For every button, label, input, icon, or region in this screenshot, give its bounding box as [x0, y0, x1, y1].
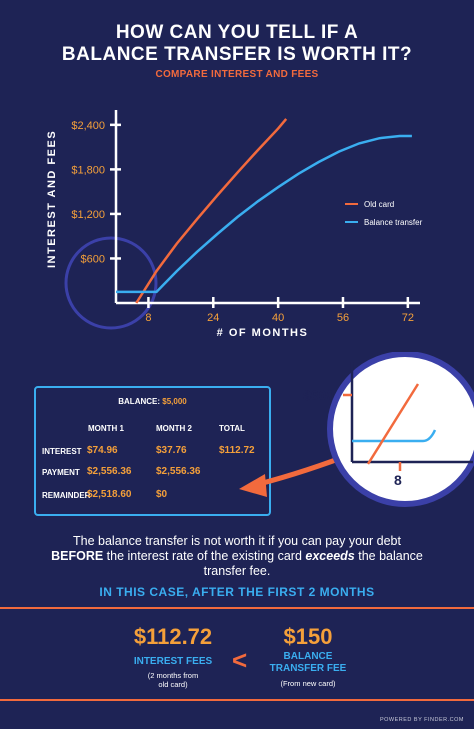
column-header: MONTH 1: [88, 424, 124, 433]
row-label: PAYMENT: [42, 468, 80, 477]
balance-label: BALANCE:: [118, 397, 161, 406]
row-label: REMAINDER: [42, 491, 91, 500]
highlight-circle: [64, 236, 158, 330]
y-tick-label: $1,800: [71, 164, 105, 176]
arrow-head-icon: [239, 474, 267, 497]
table-cell: $112.72: [219, 445, 255, 456]
explanation-line-2-end: the balance: [354, 549, 423, 563]
explanation-before: BEFORE: [51, 549, 104, 563]
title-line-1: HOW CAN YOU TELL IF A: [115, 22, 359, 43]
explanation-text: The balance transfer is not worth it if …: [30, 534, 444, 579]
transfer-fee-note: (From new card): [280, 679, 336, 688]
legend-label-old-card: Old card: [364, 200, 394, 209]
transfer-fee-label-1: BALANCE: [283, 651, 333, 662]
case-heading: IN THIS CASE, AFTER THE FIRST 2 MONTHS: [99, 585, 375, 599]
x-tick-label: 24: [207, 312, 219, 324]
title-line-2: BALANCE TRANSFER IS WORTH IT?: [61, 44, 413, 65]
zoom-circle: [327, 352, 474, 507]
x-tick-label: 8: [145, 312, 151, 324]
zoom-line-old-card: [366, 383, 420, 465]
x-tick-label: 40: [272, 312, 284, 324]
x-axis-label: # OF MONTHS: [216, 327, 309, 339]
column-header: MONTH 2: [156, 424, 192, 433]
table-cell: $2,556.36: [87, 466, 132, 477]
y-tick-label: $600: [81, 253, 105, 265]
zoom-line-balance-transfer: [352, 429, 437, 443]
explanation-line-3: transfer fee.: [203, 564, 271, 578]
interest-fees-value: $112.72: [133, 624, 213, 649]
explanation-exceeds: exceeds: [305, 549, 355, 563]
y-tick-label: $2,400: [71, 120, 105, 132]
powered-by: POWERED BY FINDER.COM: [379, 717, 464, 723]
x-tick-label: 72: [402, 312, 414, 324]
interest-fees-note-2: old card): [158, 680, 188, 689]
zoom-inset: $600 8: [239, 352, 474, 507]
series-line-old-card: [135, 118, 288, 304]
interest-fees-note-1: (2 months from: [147, 671, 199, 680]
explanation-line-2: the interest rate of the existing card: [103, 549, 306, 563]
legend-label-balance-transfer: Balance transfer: [364, 218, 423, 227]
y-tick-label: $1,200: [71, 209, 105, 221]
balance-table: BALANCE: $5,000 MONTH 1 MONTH 2 TOTAL IN…: [34, 386, 271, 516]
explanation-line-1: The balance transfer is not worth it if …: [73, 534, 401, 548]
series-line-balance-transfer: [116, 134, 412, 294]
transfer-fee-label-2: TRANSFER FEE: [269, 663, 347, 674]
row-label: INTEREST: [42, 447, 82, 456]
balance-value: $5,000: [162, 397, 187, 406]
y-axis-label: INTEREST AND FEES: [46, 129, 58, 268]
table-cell: $2,556.36: [156, 466, 201, 477]
zoom-y-label: $600: [303, 387, 334, 403]
subtitle: COMPARE INTEREST AND FEES: [155, 69, 319, 80]
table-cell: $37.76: [156, 445, 187, 456]
divider-bottom: [0, 699, 474, 701]
balance-line: BALANCE: $5,000: [36, 397, 269, 406]
table-cell: $74.96: [87, 445, 118, 456]
table-cell: $0: [156, 489, 168, 500]
column-header: TOTAL: [219, 424, 245, 433]
less-than-operator: <: [232, 645, 248, 675]
interest-fees-label: INTEREST FEES: [133, 656, 213, 667]
zoom-x-label: 8: [394, 472, 402, 488]
divider-top: [0, 607, 474, 609]
table-cell: $2,518.60: [87, 489, 132, 500]
line-chart: 8 24 40 56 72 $600 $1,200 $1,800 $2,400 Old card…: [64, 110, 423, 330]
transfer-fee-value: $150: [283, 624, 333, 649]
x-tick-label: 56: [337, 312, 349, 324]
